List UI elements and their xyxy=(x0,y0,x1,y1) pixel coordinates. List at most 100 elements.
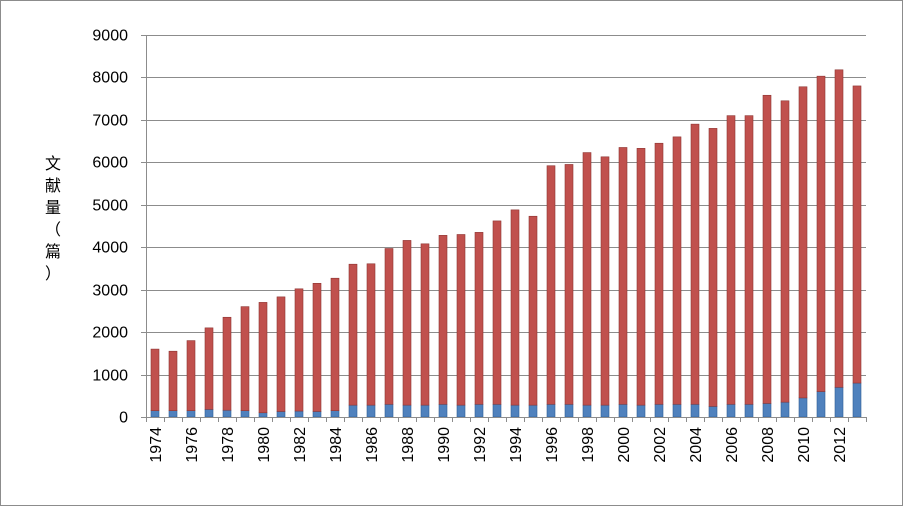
bar-segment-blue xyxy=(744,403,754,418)
bar-segment-blue xyxy=(474,403,484,418)
x-tick-label: 1996 xyxy=(544,427,561,463)
x-tick-label: 1982 xyxy=(292,427,309,463)
bar-segment-red xyxy=(780,100,790,403)
bar-segment-blue xyxy=(510,404,520,418)
bar-segment-red xyxy=(330,277,340,411)
bar-segment-blue xyxy=(294,410,304,418)
bar-segment-red xyxy=(852,85,862,384)
x-tick-label: 1976 xyxy=(184,427,201,463)
bar-segment-red xyxy=(762,94,772,404)
bar-segment-red xyxy=(690,123,700,405)
bar-segment-red xyxy=(348,263,358,406)
bar-segment-red xyxy=(294,288,304,412)
bar-segment-blue xyxy=(456,404,466,418)
bar-segment-blue xyxy=(438,403,448,418)
bar-segment-blue xyxy=(204,409,214,418)
bar-segment-red xyxy=(222,316,232,411)
y-axis-label-char: ） xyxy=(45,264,61,283)
bar-segment-red xyxy=(402,240,412,406)
bar-segment-blue xyxy=(222,409,232,418)
bar-segment-blue xyxy=(186,410,196,418)
bar-segment-red xyxy=(240,306,250,411)
bar-segment-blue xyxy=(384,403,394,418)
bar-segment-blue xyxy=(150,410,160,418)
y-tick-label: 2000 xyxy=(92,325,128,342)
x-tick-label: 1990 xyxy=(436,427,453,463)
bar-segment-red xyxy=(258,302,268,414)
bar-segment-red xyxy=(798,86,808,399)
bar-segment-blue xyxy=(330,410,340,418)
y-axis-label-char: 文 xyxy=(45,154,61,173)
bar-segment-red xyxy=(582,152,592,406)
bar-segment-red xyxy=(744,115,754,405)
bar-segment-blue xyxy=(366,404,376,418)
bar-segment-blue xyxy=(168,410,178,418)
label-layer: 0 1000 2000 3000 4000 5000 6000 7000 8000 9000 197… xyxy=(45,28,849,463)
bar-segment-red xyxy=(366,263,376,406)
y-tick-label: 3000 xyxy=(92,283,128,300)
bar-segment-blue xyxy=(564,403,574,418)
bar-segment-red xyxy=(276,296,286,412)
x-tick-label: 1986 xyxy=(364,427,381,463)
bar-segment-red xyxy=(654,142,664,405)
y-axis-label-char: （ xyxy=(45,220,61,239)
y-tick-label: 5000 xyxy=(92,198,128,215)
bar-segment-red xyxy=(420,243,430,406)
bar-segment-red xyxy=(312,282,322,412)
y-tick-label: 8000 xyxy=(92,70,128,87)
x-tick-label: 2006 xyxy=(724,427,741,463)
bar-segment-red xyxy=(438,235,448,405)
x-tick-label: 1988 xyxy=(400,427,417,463)
x-tick-label: 1974 xyxy=(148,427,165,463)
y-tick-label: 9000 xyxy=(92,28,128,45)
x-tick-label: 2012 xyxy=(832,427,849,463)
bar-segment-red xyxy=(186,340,196,411)
bar-segment-blue xyxy=(816,391,826,418)
bar-segment-red xyxy=(564,164,574,405)
bar-segment-red xyxy=(618,147,628,405)
x-tick-label: 1984 xyxy=(328,427,345,463)
y-axis-label-char: 献 xyxy=(45,176,61,195)
bar-segment-red xyxy=(528,215,538,406)
bar-segment-blue xyxy=(312,411,322,418)
y-axis-label-char: 量 xyxy=(45,198,61,217)
bar-segment-blue xyxy=(780,401,790,418)
bar-segment-blue xyxy=(690,403,700,418)
bar-segment-red xyxy=(456,234,466,406)
bar-segment-red xyxy=(726,115,736,405)
y-tick-label: 1000 xyxy=(92,368,128,385)
bar-segment-blue xyxy=(492,403,502,418)
y-tick-label: 0 xyxy=(119,410,128,427)
y-axis-label-char: 篇 xyxy=(45,242,61,261)
bar-segment-blue xyxy=(726,403,736,418)
bar-segment-blue xyxy=(636,404,646,418)
x-tick-label: 1980 xyxy=(256,427,273,463)
bar-segment-blue xyxy=(618,403,628,418)
bar-segment-blue xyxy=(420,404,430,418)
x-tick-label: 1992 xyxy=(472,427,489,463)
bar-segment-blue xyxy=(402,404,412,418)
axis-layer xyxy=(141,35,867,422)
x-tick-label: 2010 xyxy=(796,427,813,463)
bar-segment-blue xyxy=(672,403,682,418)
bar-segment-blue xyxy=(798,397,808,418)
x-tick-label: 1998 xyxy=(580,427,597,463)
bar-segment-red xyxy=(474,232,484,405)
bar-segment-blue xyxy=(600,404,610,418)
bar-segment-blue xyxy=(240,410,250,418)
bar-layer xyxy=(150,69,862,418)
bar-segment-blue xyxy=(258,412,268,418)
bar-segment-blue xyxy=(834,386,844,418)
bar-segment-blue xyxy=(852,382,862,418)
bar-segment-red xyxy=(168,350,178,411)
bar-segment-red xyxy=(384,248,394,405)
y-tick-label: 6000 xyxy=(92,155,128,172)
bar-segment-red xyxy=(546,165,556,405)
bar-segment-blue xyxy=(348,404,358,418)
x-tick-label: 1994 xyxy=(508,427,525,463)
bar-segment-blue xyxy=(546,403,556,418)
x-tick-label: 2002 xyxy=(652,427,669,463)
x-tick-label: 2000 xyxy=(616,427,633,463)
